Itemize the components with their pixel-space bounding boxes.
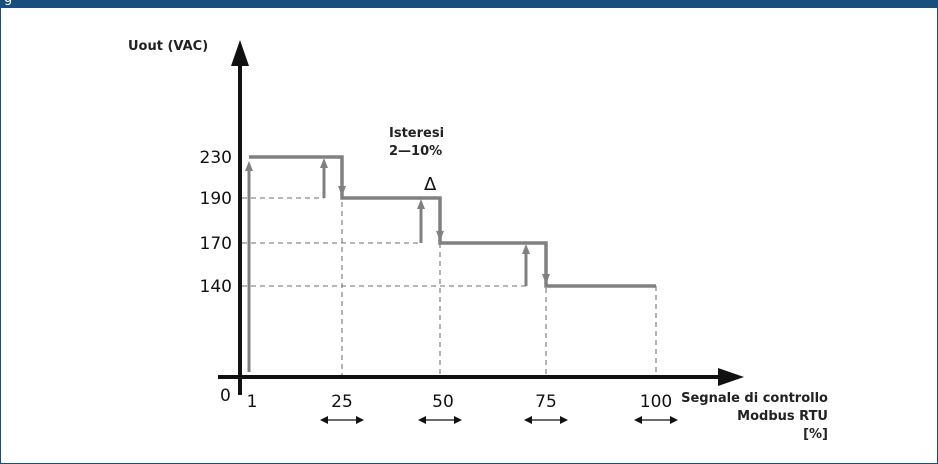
- y-tick-230: 230: [200, 148, 232, 168]
- x-tick-25: 25: [331, 392, 353, 412]
- x-tick-100: 100: [640, 392, 672, 412]
- decrease-switch-arrow-75: [542, 274, 550, 284]
- band-arrow-right-50: [454, 416, 462, 424]
- increase-switch-arrow-46: [417, 199, 425, 209]
- decrease-switch-arrow-50: [436, 231, 444, 241]
- y-tick-140: 140: [200, 277, 232, 297]
- x-axis-arrowhead: [718, 368, 744, 386]
- increase-switch-arrow-71: [522, 244, 530, 254]
- y-axis-arrowhead: [231, 40, 249, 66]
- band-arrow-left-100: [634, 416, 642, 424]
- increase-switch-arrow-21: [320, 158, 328, 168]
- x-tick-50: 50: [432, 392, 454, 412]
- x-tick-75: 75: [535, 392, 557, 412]
- decreasing-staircase: [249, 157, 656, 286]
- x-tick-1: 1: [247, 392, 258, 412]
- y-axis-label: Uout (VAC): [128, 39, 208, 54]
- x-axis-label-line-1: Segnale di controllo: [681, 391, 828, 406]
- delta-symbol: Δ: [424, 174, 437, 195]
- y-tick-190: 190: [200, 189, 232, 209]
- y-tick-170: 170: [200, 234, 232, 254]
- start-rise-arrow: [245, 161, 253, 171]
- annotation-line-2: 2—10%: [389, 144, 442, 159]
- x-axis-label-line-2: Modbus RTU: [737, 409, 828, 424]
- dynamic-layer: 230 190 170 140 1 25 50 75 100: [200, 148, 678, 424]
- x-axis-label-line-3: [%]: [803, 427, 828, 442]
- band-arrow-right-25: [356, 416, 364, 424]
- band-arrow-right-100: [670, 416, 678, 424]
- annotation-line-1: Isteresi: [389, 126, 444, 141]
- origin-label: 0: [220, 386, 231, 406]
- band-arrow-right-75: [560, 416, 568, 424]
- band-arrow-left-50: [418, 416, 426, 424]
- band-arrow-left-25: [320, 416, 328, 424]
- band-arrow-left-75: [524, 416, 532, 424]
- decrease-switch-arrow-25: [338, 186, 346, 196]
